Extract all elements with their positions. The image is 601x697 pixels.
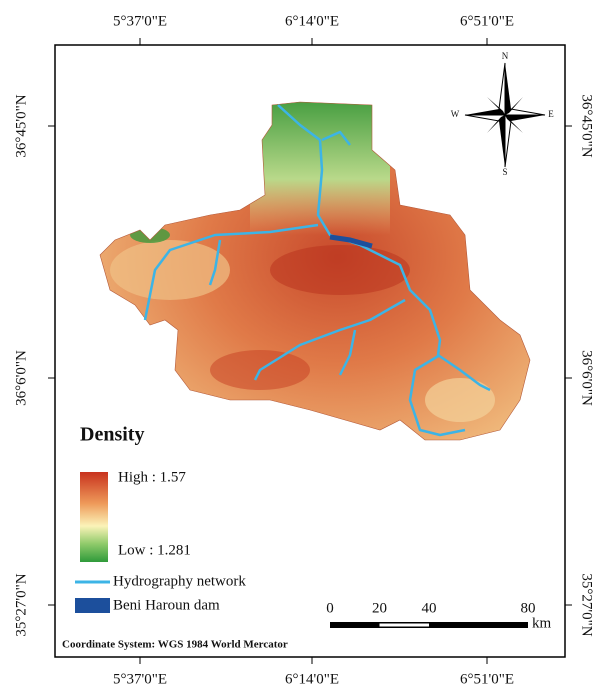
lon-label: 6°51'0"E xyxy=(460,13,514,29)
lon-label: 5°37'0"E xyxy=(113,13,167,29)
page: 5°37'0"E 5°37'0"E 6°14'0"E 6°14'0"E 6°51'0"E… xyxy=(0,0,601,697)
lon-label: 6°14'0"E xyxy=(285,13,339,29)
lat-label: 35°27'0"N xyxy=(13,573,29,636)
coordinate-system: Coordinate System: WGS 1984 World Mercat… xyxy=(62,639,288,651)
scale-label: 80 xyxy=(521,600,536,616)
density-raster xyxy=(90,95,540,455)
lat-label: 36°45'0"N xyxy=(579,94,595,157)
compass-w: W xyxy=(451,109,460,119)
lat-label: 35°27'0"N xyxy=(579,573,595,636)
compass-n: N xyxy=(502,51,509,61)
scale-label: 0 xyxy=(326,600,334,616)
scale-unit: km xyxy=(532,615,552,631)
north-arrow: N E S W xyxy=(451,51,555,177)
legend-item: Hydrography network xyxy=(113,573,246,589)
lon-label: 6°14'0"E xyxy=(285,671,339,687)
scale-label: 40 xyxy=(422,600,437,616)
compass-e: E xyxy=(548,109,554,119)
lat-label: 36°6'0"N xyxy=(579,350,595,406)
lon-label: 6°51'0"E xyxy=(460,671,514,687)
lat-label: 36°45'0"N xyxy=(13,94,29,157)
legend-low: Low : 1.281 xyxy=(118,542,191,558)
legend-item: Beni Haroun dam xyxy=(113,597,220,613)
legend-dam-swatch xyxy=(75,598,110,613)
legend-title: Density xyxy=(80,424,144,446)
map-figure: 5°37'0"E 5°37'0"E 6°14'0"E 6°14'0"E 6°51'0"E… xyxy=(0,0,601,697)
scale-segment xyxy=(380,624,430,627)
density-ramp xyxy=(80,472,108,562)
lon-label: 5°37'0"E xyxy=(113,671,167,687)
lat-label: 36°6'0"N xyxy=(13,350,29,406)
legend-high: High : 1.57 xyxy=(118,469,186,485)
scale-label: 20 xyxy=(372,600,387,616)
compass-s: S xyxy=(502,167,507,177)
